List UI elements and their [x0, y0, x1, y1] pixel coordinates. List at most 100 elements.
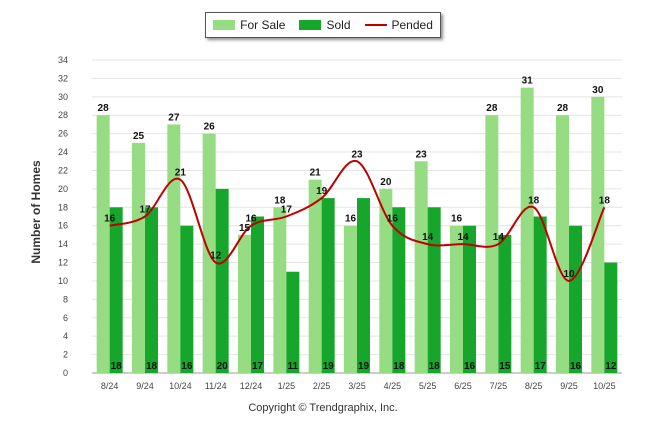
legend-label-sold: Sold [326, 18, 351, 32]
y-axis-label: Number of Homes [29, 160, 43, 264]
sold-value-label: 16 [181, 361, 193, 372]
pended-value-label: 18 [528, 195, 540, 206]
for-sale-value-label: 16 [345, 214, 357, 225]
for-sale-bar [344, 225, 357, 373]
for-sale-bar [591, 96, 605, 373]
pended-value-label: 14 [422, 232, 434, 243]
y-tick-label: 10 [58, 276, 68, 286]
sold-swatch [299, 20, 322, 30]
legend-label-for-sale: For Sale [240, 18, 286, 32]
y-tick-label: 4 [63, 331, 68, 341]
pended-value-label: 17 [281, 205, 293, 216]
pended-value-label: 21 [175, 168, 187, 179]
for-sale-value-label: 25 [133, 131, 145, 142]
legend-label-pended: Pended [391, 18, 433, 32]
y-tick-label: 18 [58, 202, 68, 212]
pended-value-label: 10 [563, 269, 575, 280]
sold-bar [533, 216, 547, 373]
for-sale-swatch [213, 20, 236, 30]
y-tick-label: 34 [58, 55, 68, 65]
data-labels: 2818251827162620151718112119161920182318… [98, 76, 617, 372]
sold-value-label: 17 [252, 361, 264, 372]
sold-value-label: 11 [288, 361, 299, 372]
pended-value-label: 16 [387, 214, 399, 225]
sold-bar [251, 216, 264, 373]
pended-value-label: 12 [210, 251, 222, 262]
y-tick-label: 2 [63, 350, 68, 360]
sold-bar [321, 198, 335, 373]
y-tick-label: 16 [58, 221, 68, 231]
y-tick-label: 32 [58, 73, 68, 83]
x-tick-label: 9/25 [560, 381, 578, 391]
legend-item-sold[interactable]: Sold [299, 18, 351, 32]
sold-bar [286, 271, 300, 373]
sold-bar [357, 198, 370, 373]
pended-swatch [364, 24, 387, 26]
sold-bar [463, 225, 476, 373]
x-tick-label: 1/25 [278, 381, 296, 391]
for-sale-bar [167, 124, 181, 373]
x-tick-label: 9/24 [136, 381, 154, 391]
pended-value-label: 16 [245, 214, 257, 225]
y-tick-label: 12 [58, 258, 68, 268]
y-tick-label: 20 [58, 184, 68, 194]
sold-value-label: 15 [499, 361, 511, 372]
y-tick-label: 8 [63, 294, 68, 304]
y-tick-label: 24 [58, 147, 68, 157]
y-tick-label: 26 [58, 129, 68, 139]
bars [96, 87, 618, 373]
for-sale-value-label: 21 [310, 168, 322, 179]
for-sale-bar [556, 115, 569, 373]
pended-line-path [109, 160, 606, 282]
y-tick-label: 28 [58, 110, 68, 120]
for-sale-value-label: 23 [416, 149, 428, 160]
for-sale-value-label: 28 [486, 103, 498, 114]
x-tick-label: 4/25 [384, 381, 402, 391]
pended-line [109, 160, 606, 282]
sold-bar [569, 225, 582, 373]
legend-item-pended[interactable]: Pended [364, 18, 433, 32]
sold-value-label: 18 [393, 361, 405, 372]
sold-value-label: 19 [358, 361, 370, 372]
sold-value-label: 18 [429, 361, 441, 372]
sold-bar [109, 207, 123, 373]
sold-bar [145, 207, 158, 373]
x-tick-label: 7/25 [490, 381, 508, 391]
for-sale-bar [485, 115, 499, 373]
x-tick-label: 8/24 [101, 381, 119, 391]
for-sale-bar [450, 225, 463, 373]
for-sale-bar [273, 207, 287, 373]
x-tick-label: 10/24 [169, 381, 192, 391]
for-sale-bar [520, 87, 534, 373]
for-sale-bar [379, 188, 393, 373]
sold-value-label: 20 [217, 361, 229, 372]
sold-value-label: 12 [605, 361, 617, 372]
sold-value-label: 16 [464, 361, 476, 372]
for-sale-bar [238, 234, 251, 373]
legend: For Sale Sold Pended [205, 12, 441, 38]
x-tick-label: 6/25 [454, 381, 472, 391]
pended-value-label: 16 [104, 214, 116, 225]
sold-value-label: 16 [570, 361, 582, 372]
x-tick-label: 12/24 [240, 381, 263, 391]
for-sale-value-label: 27 [168, 112, 180, 123]
pended-value-label: 19 [316, 186, 328, 197]
y-tick-label: 6 [63, 313, 68, 323]
for-sale-value-label: 28 [557, 103, 569, 114]
x-tick-label: 2/25 [313, 381, 331, 391]
y-tick-label: 0 [63, 368, 68, 378]
sold-bar [215, 188, 229, 373]
x-tick-label: 11/24 [205, 381, 227, 391]
pended-value-label: 23 [351, 149, 363, 160]
sold-bar [427, 207, 441, 373]
for-sale-bar [308, 179, 322, 373]
sold-value-label: 19 [323, 361, 335, 372]
for-sale-value-label: 31 [522, 76, 534, 87]
pended-value-label: 17 [139, 205, 151, 216]
legend-item-for-sale[interactable]: For Sale [213, 18, 285, 32]
sold-bar [180, 225, 194, 373]
pended-value-label: 18 [599, 195, 611, 206]
x-tick-label: 8/25 [525, 381, 543, 391]
pended-value-label: 14 [493, 232, 505, 243]
pended-value-label: 14 [457, 232, 469, 243]
